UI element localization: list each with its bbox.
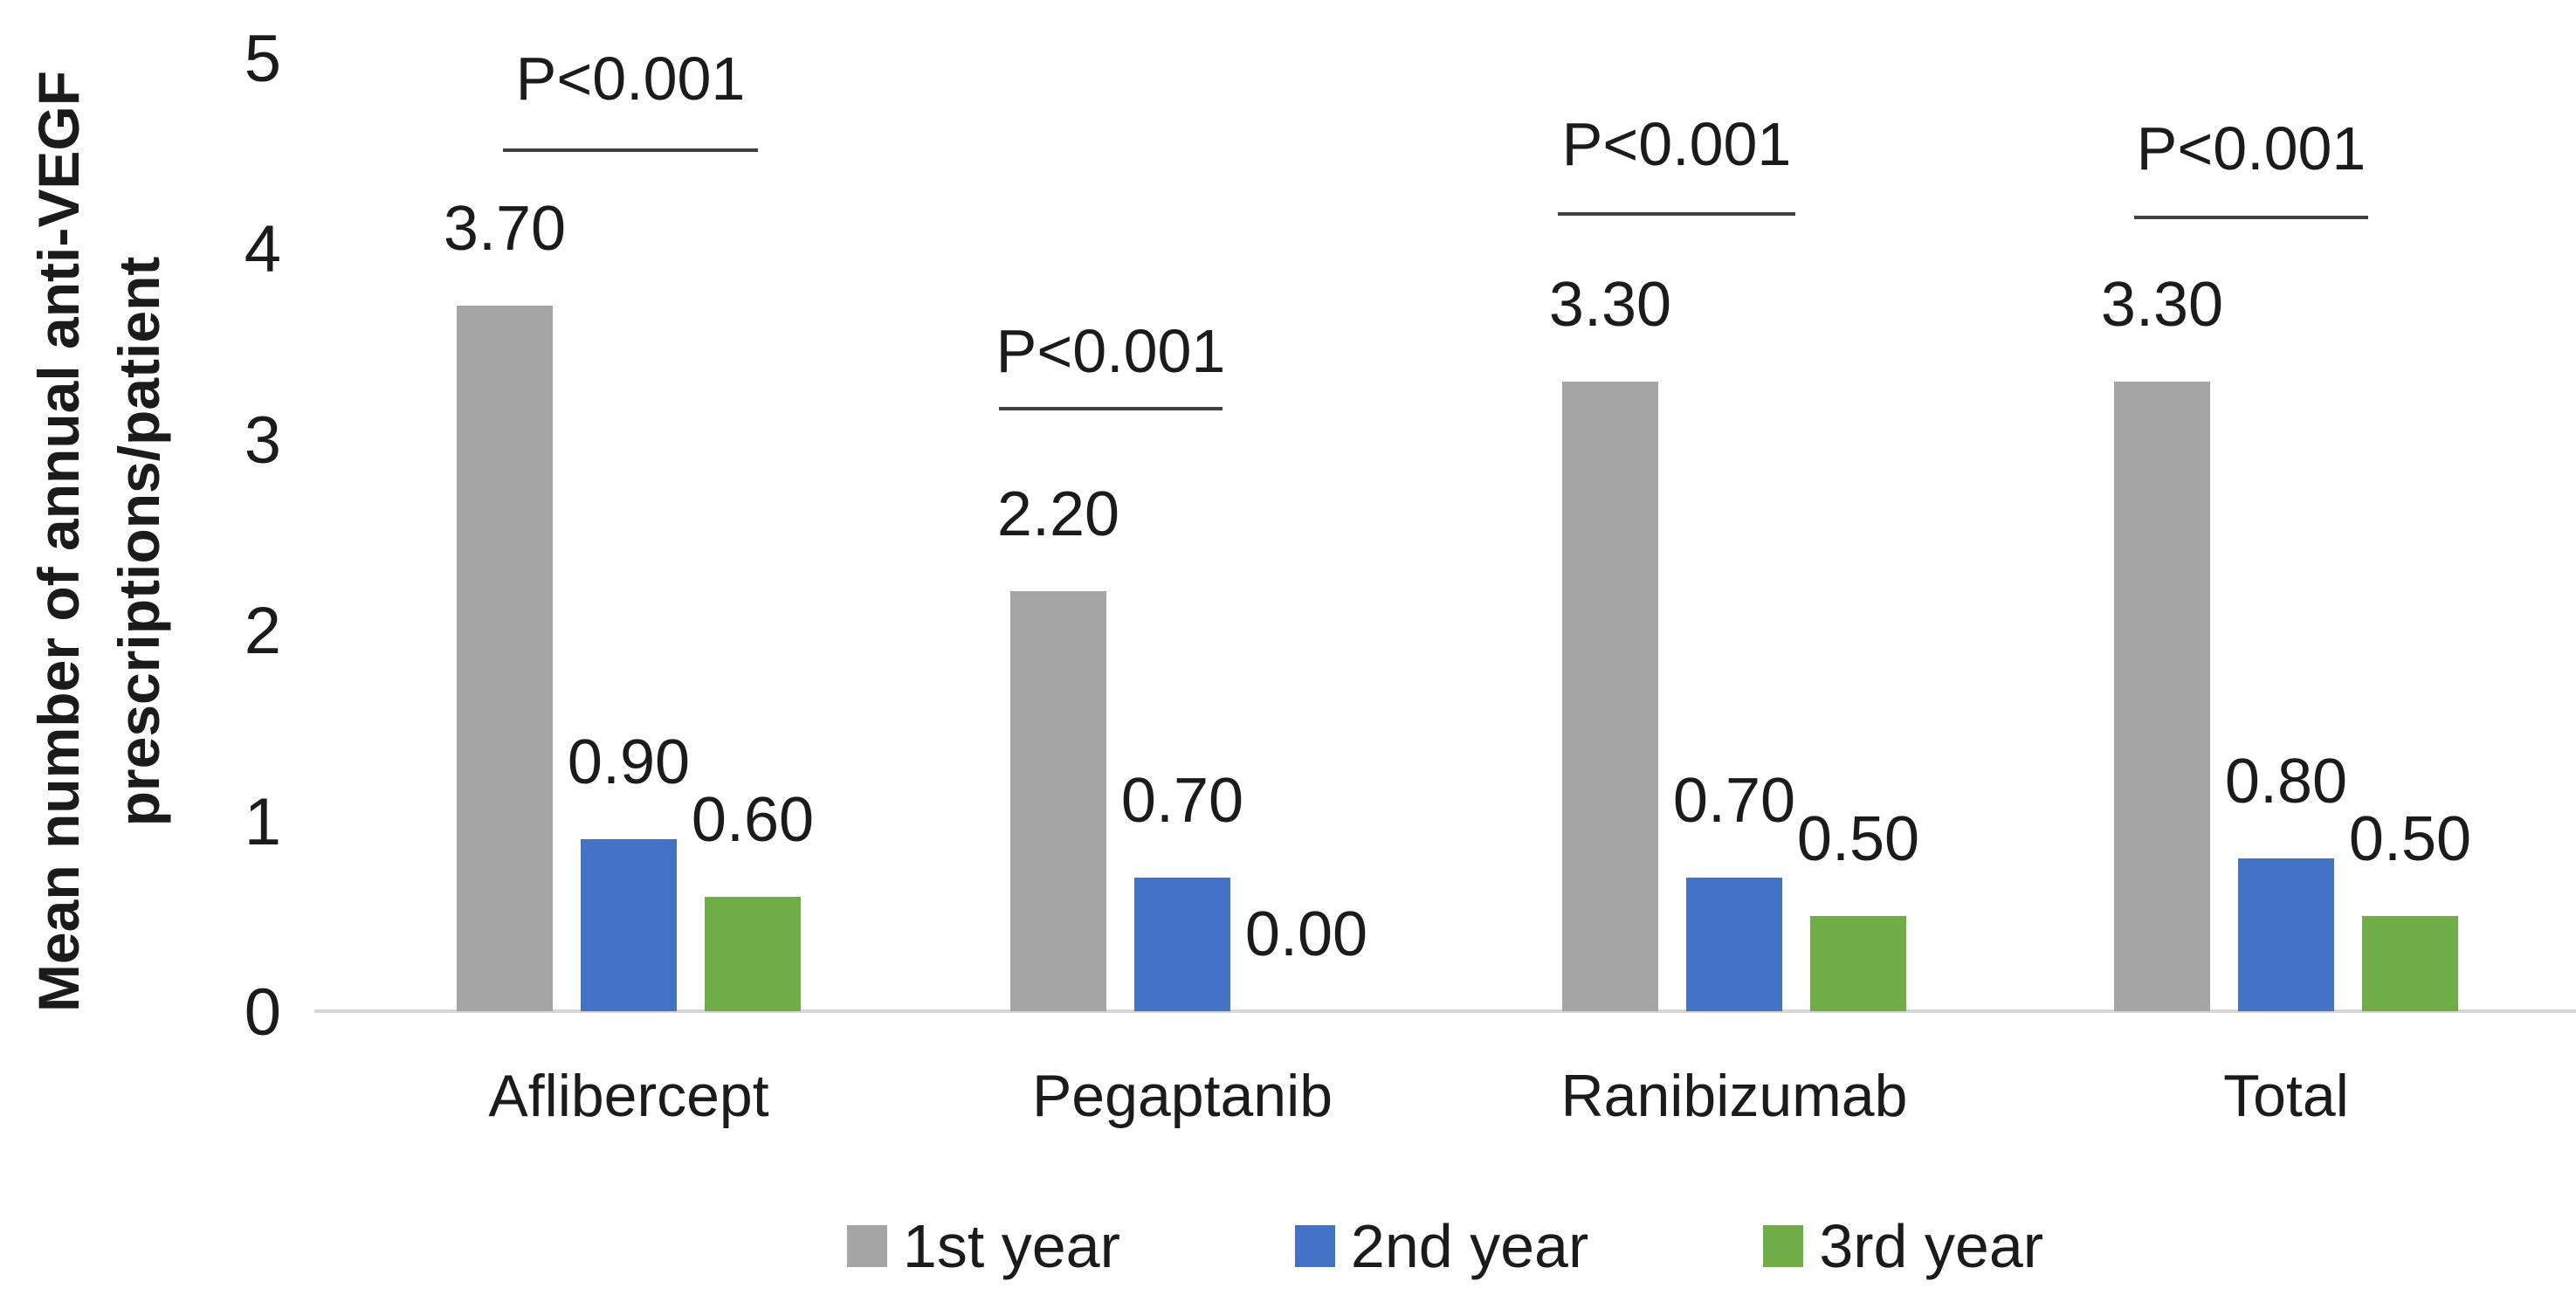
legend-swatch-3rd-year (1763, 1225, 1804, 1267)
value-label-total-2nd-year: 0.80 (2224, 747, 2348, 816)
legend-label-1st-year: 1st year (902, 1212, 1120, 1280)
p-value-label-pegaptanib: P<0.001 (995, 317, 1226, 385)
p-value-label-ranibizumab: P<0.001 (1561, 110, 1792, 178)
y-axis-title-line2: prescriptions/patient (107, 256, 171, 827)
y-axis-title: Mean number of annual anti-VEGF prescrip… (16, 39, 182, 1044)
value-label-pegaptanib-1st-year: 2.20 (996, 479, 1120, 549)
y-tick-label-3: 3 (244, 403, 281, 478)
legend-item-3rd-year: 3rd year (1763, 1211, 2043, 1281)
bar-aflibercept-3rd-year (705, 897, 801, 1011)
bar-ranibizumab-1st-year (1562, 382, 1658, 1011)
x-axis-line (314, 1009, 2576, 1013)
y-tick-label-2: 2 (244, 594, 281, 668)
category-label-ranibizumab: Ranibizumab (1560, 1063, 1908, 1129)
legend: 1st year 2nd year 3rd year (314, 1207, 2576, 1285)
p-value-line-ranibizumab (1558, 212, 1795, 216)
value-label-pegaptanib-2nd-year: 0.70 (1120, 766, 1244, 836)
p-value-line-total (2134, 216, 2368, 219)
y-tick-label-5: 5 (244, 21, 281, 96)
bar-pegaptanib-1st-year (1010, 591, 1106, 1011)
bar-total-3rd-year (2362, 916, 2458, 1011)
category-label-aflibercept: Aflibercept (488, 1063, 769, 1129)
y-tick-label-0: 0 (244, 975, 281, 1050)
bar-total-1st-year (2114, 382, 2210, 1011)
bar-ranibizumab-2nd-year (1686, 878, 1782, 1011)
legend-swatch-1st-year (846, 1225, 887, 1267)
p-value-label-total: P<0.001 (2136, 114, 2366, 183)
y-tick-label-1: 1 (244, 784, 281, 859)
legend-item-2nd-year: 2nd year (1294, 1211, 1589, 1281)
legend-swatch-2nd-year (1294, 1225, 1335, 1267)
value-label-total-3rd-year: 0.50 (2348, 804, 2472, 874)
bar-aflibercept-1st-year (457, 306, 553, 1011)
p-value-line-pegaptanib (999, 407, 1223, 410)
p-value-line-aflibercept (503, 148, 758, 152)
value-label-ranibizumab-3rd-year: 0.50 (1796, 804, 1920, 874)
legend-label-3rd-year: 3rd year (1819, 1212, 2044, 1280)
legend-item-1st-year: 1st year (846, 1211, 1120, 1281)
value-label-aflibercept-3rd-year: 0.60 (691, 785, 815, 855)
y-axis-title-line1: Mean number of annual anti-VEGF (26, 70, 91, 1013)
value-label-aflibercept-1st-year: 3.70 (443, 194, 567, 264)
value-label-total-1st-year: 3.30 (2100, 270, 2224, 340)
value-label-ranibizumab-1st-year: 3.30 (1548, 270, 1672, 340)
legend-label-2nd-year: 2nd year (1350, 1212, 1589, 1280)
bar-ranibizumab-3rd-year (1810, 916, 1906, 1011)
bar-pegaptanib-2nd-year (1134, 878, 1230, 1011)
category-label-pegaptanib: Pegaptanib (1031, 1063, 1333, 1129)
p-value-label-aflibercept: P<0.001 (515, 45, 746, 113)
y-tick-label-4: 4 (244, 212, 281, 286)
category-label-total: Total (2223, 1063, 2349, 1129)
value-label-pegaptanib-3rd-year: 0.00 (1244, 899, 1368, 969)
bar-total-2nd-year (2238, 858, 2334, 1011)
value-label-aflibercept-2nd-year: 0.90 (567, 727, 691, 797)
value-label-ranibizumab-2nd-year: 0.70 (1672, 766, 1796, 836)
bar-aflibercept-2nd-year (581, 839, 677, 1011)
